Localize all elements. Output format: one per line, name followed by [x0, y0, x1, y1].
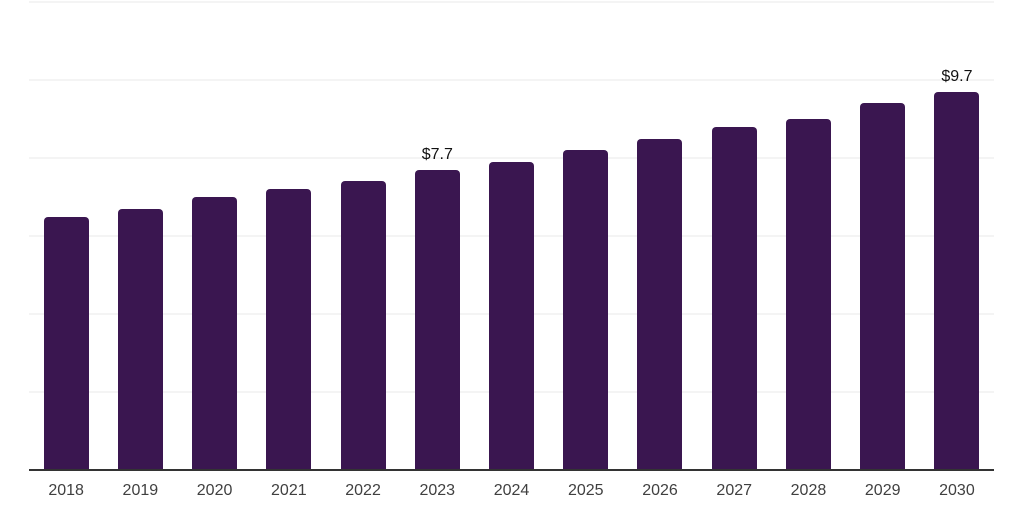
bars-row: $7.7 $9.7	[29, 2, 994, 470]
gridline-y-10	[29, 79, 994, 81]
bar-slot-2029	[846, 2, 920, 470]
gridline-y-12	[29, 1, 994, 3]
bar-slot-2021	[252, 2, 326, 470]
bar-slot-2026	[623, 2, 697, 470]
x-tick-label-2019: 2019	[122, 482, 159, 499]
x-tick-label-2022: 2022	[345, 482, 381, 499]
x-tick-label-2025: 2025	[567, 482, 604, 499]
bar-slot-2028	[771, 2, 845, 470]
bar-2024	[489, 161, 535, 470]
x-tick-label-2020: 2020	[196, 482, 233, 499]
bar-2028	[785, 119, 831, 470]
bar-slot-2030: $9.7	[920, 2, 994, 470]
bar-2022	[340, 181, 386, 470]
bar-slot-2019	[103, 2, 177, 470]
x-axis-line	[29, 469, 994, 471]
bar-slot-2023: $7.7	[400, 2, 474, 470]
x-tick-label-2021: 2021	[271, 482, 307, 499]
bar-2018	[43, 216, 89, 470]
bar-2025	[563, 150, 609, 470]
x-tick-label-2027: 2027	[716, 482, 753, 499]
bar-2020	[192, 197, 238, 470]
bar-2023	[414, 169, 460, 470]
x-tick-label-2024: 2024	[493, 482, 530, 499]
x-tick-label-2028: 2028	[790, 482, 827, 499]
bar-2021	[266, 189, 312, 470]
bar-2026	[637, 138, 683, 470]
x-tick-label-2026: 2026	[642, 482, 678, 499]
x-tick-label-2030: 2030	[939, 482, 975, 499]
x-axis-labels: 2018 2019 2020 2021 2022 2023 2024 2025 2026 2027…	[29, 480, 994, 502]
bar-slot-2018	[29, 2, 103, 470]
x-tick-label-2018: 2018	[48, 482, 84, 499]
bar-2029	[860, 103, 906, 470]
bar-slot-2025	[549, 2, 623, 470]
bar-slot-2027	[697, 2, 771, 470]
bar-slot-2020	[177, 2, 251, 470]
bar-value-label-2030: $9.7	[941, 67, 973, 85]
bar-value-label-2023: $7.7	[421, 145, 453, 163]
x-tick-label-2029: 2029	[864, 482, 901, 499]
bar-2030	[934, 91, 980, 470]
gridline-y-8	[29, 157, 994, 160]
bar-slot-2022	[326, 2, 400, 470]
bar-2027	[711, 126, 757, 470]
x-tick-label-2023: 2023	[419, 482, 456, 499]
bar-2019	[117, 208, 163, 470]
bar-slot-2024	[474, 2, 548, 470]
plot-area: $7.7 $9.7	[29, 1, 994, 471]
